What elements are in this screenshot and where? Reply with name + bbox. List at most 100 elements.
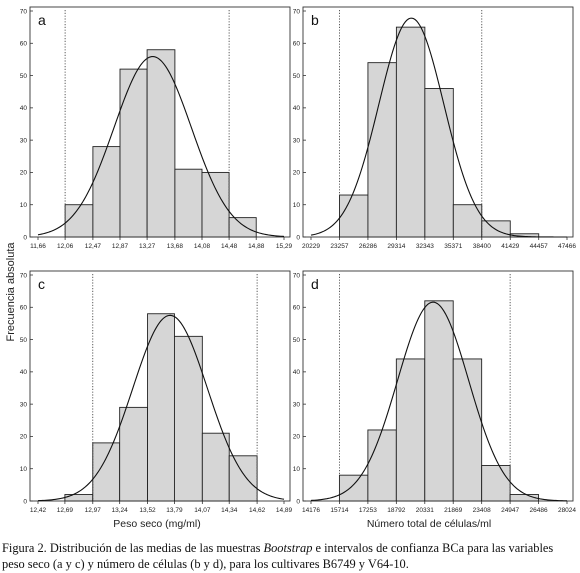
y-tick-label: 60	[293, 41, 301, 48]
x-tick-label: 14,34	[221, 507, 238, 514]
x-tick-label: 26286	[359, 243, 377, 250]
x-tick-label: 15,29	[276, 243, 293, 250]
y-tick-label: 30	[20, 137, 28, 144]
x-tick-label: 14,48	[221, 243, 238, 250]
bar	[201, 432, 230, 502]
y-tick-label: 70	[20, 8, 28, 15]
bar	[481, 220, 511, 238]
y-tick-label: 40	[20, 369, 28, 376]
panel-letter: c	[38, 276, 45, 292]
normal-curve	[310, 301, 568, 502]
bar	[367, 429, 397, 502]
bar	[119, 406, 149, 502]
y-tick-label: 10	[293, 466, 301, 473]
x-tick-label: 20331	[416, 507, 434, 514]
y-tick-label: 60	[20, 305, 28, 312]
bar	[146, 49, 176, 238]
x-tick-label: 44457	[530, 243, 548, 250]
bar	[452, 358, 483, 502]
bar	[92, 146, 121, 238]
caption-italic: Bootstrap	[263, 541, 313, 555]
x-tick-label: 20229	[302, 243, 320, 250]
bar	[452, 204, 483, 238]
figure-2: 0 10 20 30 40 50 60 70 11,66 12,06 12,47 12,87 13,27…	[5, 6, 576, 530]
bar	[509, 494, 540, 502]
bar	[92, 442, 121, 502]
x-tick-label: 35371	[444, 243, 462, 250]
panel-c: 0 10 20 30 40 50 60 70 12,42 12,69 12,97 13,24 13,52…	[20, 270, 293, 514]
y-tick-label: 40	[293, 105, 301, 112]
bar	[119, 68, 148, 238]
x-tick-label: 15714	[330, 507, 348, 514]
x-tick-label: 14,07	[194, 507, 211, 514]
bar	[147, 313, 175, 502]
x-tick-label: 11,66	[30, 243, 46, 250]
bar	[64, 204, 94, 238]
panel-letter: d	[311, 276, 319, 292]
x-tick-label: 13,52	[139, 507, 156, 514]
panel-b: 0 10 20 30 40 50 60 70 20229 23257 26286 29314 32343…	[293, 6, 576, 250]
y-tick-label: 0	[23, 234, 27, 241]
y-tick-label: 70	[293, 272, 301, 279]
y-tick-label: 50	[20, 73, 28, 80]
y-tick-label: 50	[20, 337, 28, 344]
x-tick-label: 13,27	[139, 243, 156, 250]
x-tick-label: 41429	[501, 243, 519, 250]
x-tick-label: 14,62	[249, 507, 266, 514]
x-tick-label: 14176	[302, 507, 320, 514]
x-tick-label: 12,97	[85, 507, 102, 514]
bar	[481, 465, 511, 502]
x-axis-label-peso-seco: Peso seco (mg/ml)	[113, 518, 201, 530]
x-tick-label: 24947	[501, 507, 519, 514]
y-tick-label: 20	[20, 434, 28, 441]
x-tick-label: 47466	[558, 243, 576, 250]
x-tick-label: 12,87	[112, 243, 129, 250]
x-tick-label: 38400	[473, 243, 491, 250]
y-tick-label: 30	[293, 401, 301, 408]
x-tick-label: 13,24	[112, 507, 129, 514]
panels: 0 10 20 30 40 50 60 70 11,66 12,06 12,47 12,87 13,27…	[20, 6, 576, 514]
x-tick-label: 13,79	[166, 507, 183, 514]
x-tick-label: 32343	[416, 243, 434, 250]
caption-text-2: e intervalos de confianza BCa para las v…	[2, 541, 554, 571]
x-tick-label: 14,89	[276, 507, 293, 514]
y-tick-label: 10	[20, 466, 28, 473]
normal-curve	[37, 56, 285, 237]
x-tick-label: 23257	[330, 243, 348, 250]
y-tick-label: 10	[20, 202, 28, 209]
x-tick-label: 13,68	[167, 243, 184, 250]
x-tick-label: 12,06	[57, 243, 74, 250]
panel-d: 0 10 20 30 40 50 60 70 14176 15714 17253 18792 20331…	[293, 270, 576, 514]
y-tick-label: 50	[293, 73, 301, 80]
bar	[64, 494, 94, 502]
bar	[338, 474, 369, 502]
x-tick-label: 17253	[359, 507, 377, 514]
x-tick-label: 21869	[444, 507, 462, 514]
panel-a: 0 10 20 30 40 50 60 70 11,66 12,06 12,47 12,87 13,27…	[20, 6, 293, 250]
x-tick-label: 28024	[558, 507, 576, 514]
x-tick-label: 18792	[387, 507, 405, 514]
x-tick-label: 14,08	[194, 243, 211, 250]
y-tick-label: 40	[20, 105, 28, 112]
bar	[424, 88, 454, 238]
x-tick-label: 12,69	[57, 507, 74, 514]
panel-letter: b	[311, 12, 319, 28]
bar	[228, 455, 258, 502]
y-tick-label: 40	[293, 369, 301, 376]
bar	[395, 26, 426, 238]
normal-curve	[37, 314, 285, 502]
bars	[338, 300, 540, 502]
y-tick-label: 0	[296, 498, 300, 505]
x-tick-label: 12,47	[85, 243, 102, 250]
y-axis-label: Frecuencia absoluta	[5, 242, 17, 342]
y-tick-label: 70	[20, 272, 28, 279]
x-tick-label: 12,42	[30, 507, 47, 514]
bars	[339, 26, 540, 238]
x-tick-label: 23408	[473, 507, 491, 514]
y-tick-label: 20	[293, 170, 301, 177]
bar	[339, 194, 369, 238]
bars	[64, 49, 257, 238]
bar	[395, 358, 426, 502]
x-tick-label: 29314	[387, 243, 405, 250]
bar	[424, 300, 454, 502]
